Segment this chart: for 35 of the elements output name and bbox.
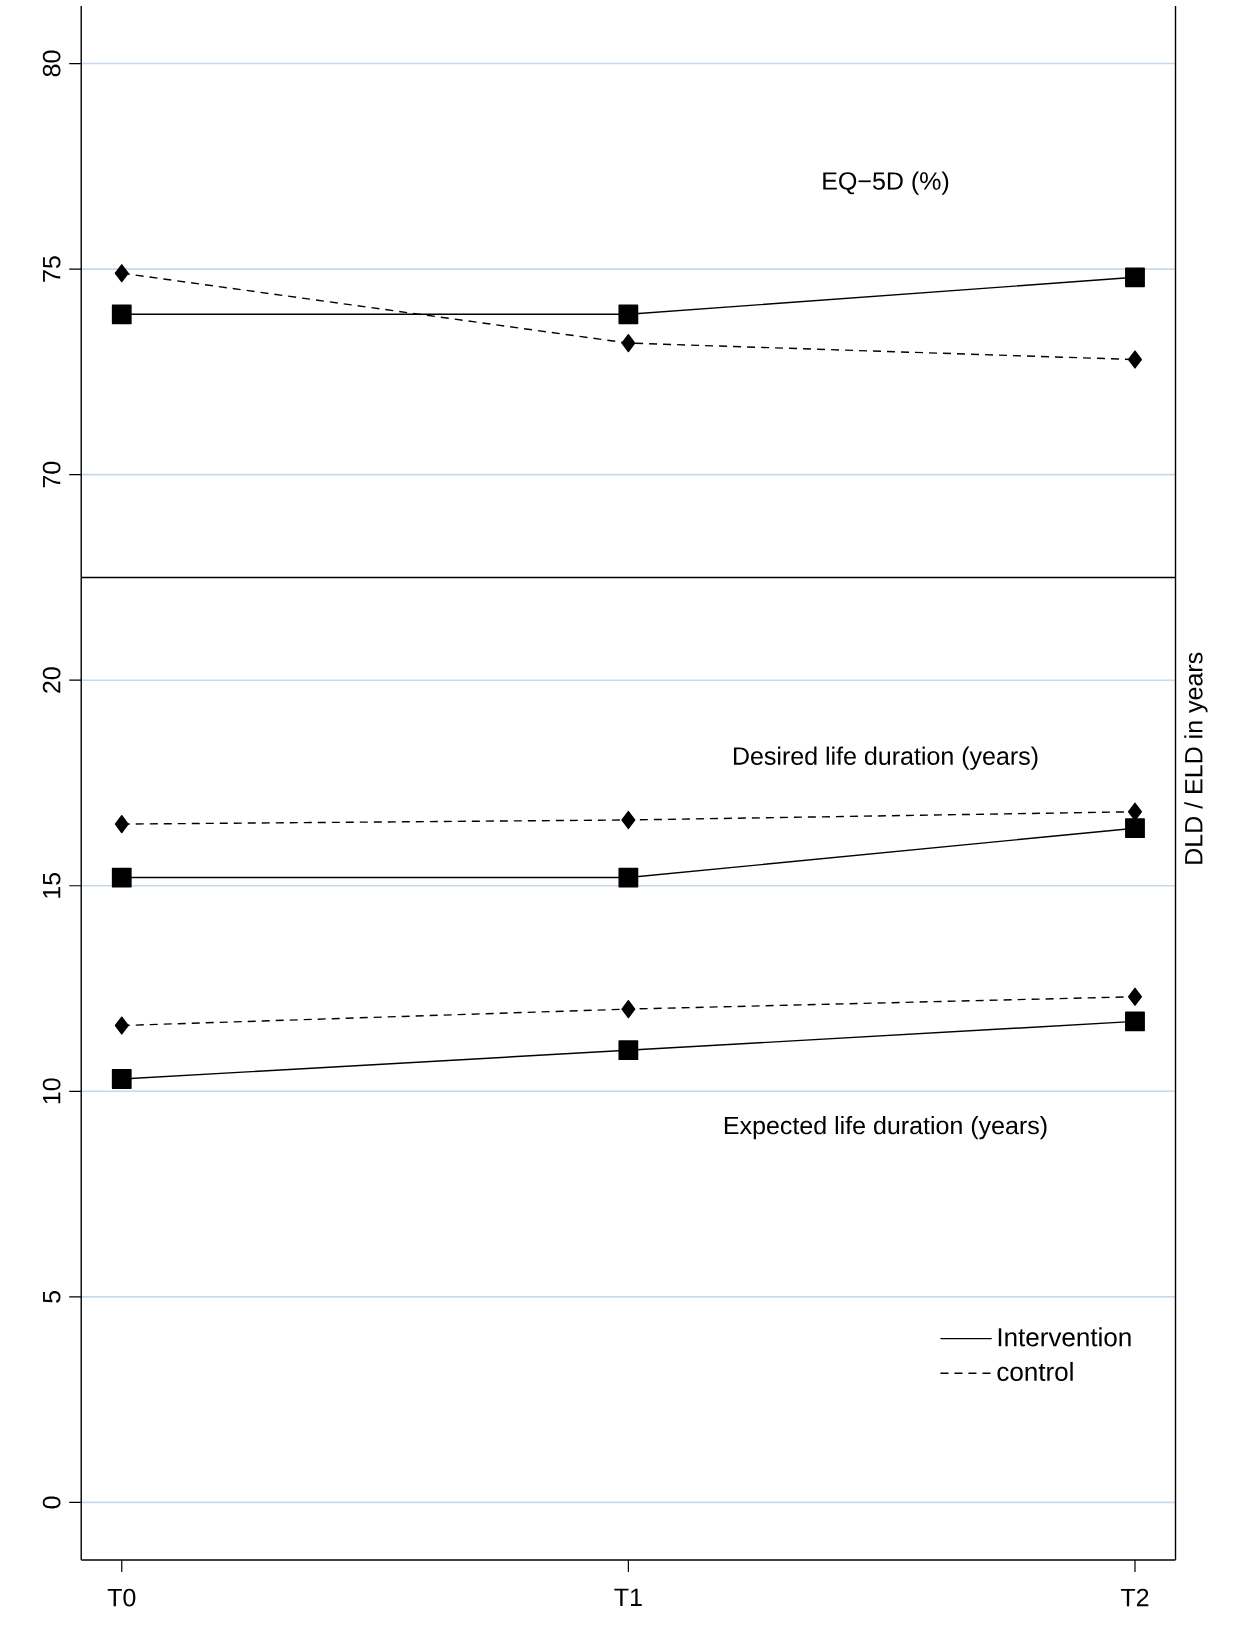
point [1127, 350, 1142, 369]
point [621, 999, 636, 1019]
point [114, 1016, 129, 1035]
point [1127, 802, 1142, 821]
y-tick-label: 70 [42, 461, 61, 488]
y-tick-label: 0 [42, 1496, 61, 1509]
x-tick-label: T1 [614, 1588, 642, 1606]
annotation: EQ−5D (%) [823, 171, 949, 195]
point [618, 1040, 639, 1061]
y-tick-label: 80 [42, 50, 61, 77]
point [621, 810, 636, 830]
y-tick-label: 20 [42, 667, 61, 693]
point [114, 814, 129, 834]
point [1125, 1011, 1145, 1032]
y-tick-label: 10 [42, 1078, 61, 1104]
y-axis-title: DLD / ELD in years [1184, 652, 1208, 864]
annotation: Desired life duration (years) [733, 746, 1038, 770]
y-tick-label: 15 [43, 872, 61, 898]
point [1127, 987, 1142, 1006]
point [114, 264, 129, 283]
point [111, 867, 132, 888]
y-tick-label: 5 [43, 1290, 61, 1303]
y-tick-label: 75 [43, 256, 61, 282]
point [1125, 818, 1145, 839]
legend-label: Intervention [998, 1327, 1131, 1347]
point [618, 304, 639, 325]
point [621, 333, 636, 353]
point [111, 1069, 132, 1089]
point [111, 304, 132, 325]
annotation: Expected life duration (years) [724, 1115, 1047, 1140]
legend-label: control [997, 1361, 1073, 1382]
point [1125, 267, 1145, 288]
x-tick-label: T0 [107, 1588, 136, 1607]
point [618, 867, 639, 888]
x-tick-label: T2 [1120, 1588, 1149, 1607]
